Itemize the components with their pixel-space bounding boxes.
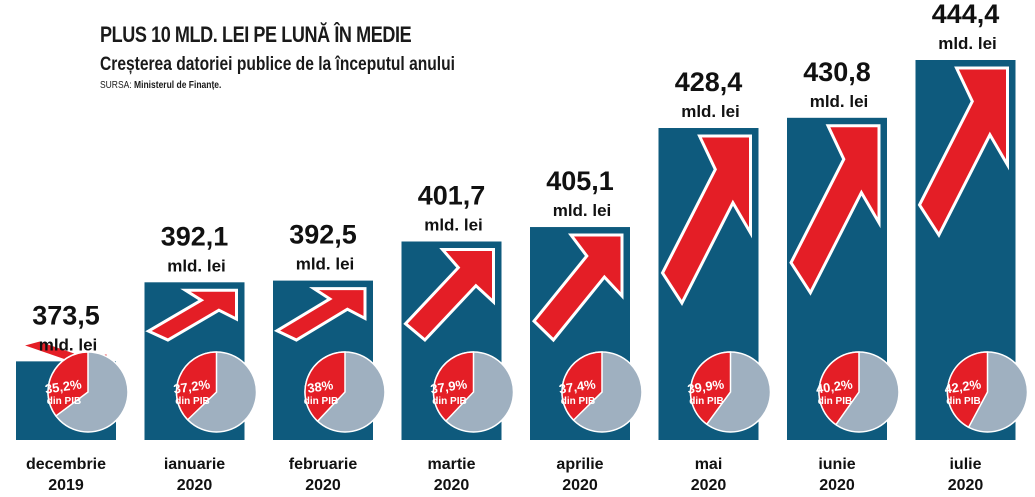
category-year: 2020 (562, 477, 598, 494)
category-month: mai (695, 456, 723, 473)
chart-header: PLUS 10 MLD. LEI PE LUNĂ ÎN MEDIE Crește… (100, 22, 533, 91)
unit-label: mld. lei (167, 256, 226, 275)
pct-suffix-label: din PIB (689, 396, 723, 407)
pie-share (304, 351, 346, 423)
value-label: 444,4 (932, 0, 1000, 29)
category-year: 2019 (48, 477, 84, 494)
value-label: 392,5 (289, 220, 357, 250)
bar-group: 35,2%din PIB 373,5 mld. lei decembrie 2019 (14, 300, 129, 494)
category-year: 2020 (819, 477, 855, 494)
category-month: aprilie (556, 456, 603, 473)
unit-label: mld. lei (810, 92, 869, 111)
value-label: 405,1 (546, 166, 614, 196)
chart-title: PLUS 10 MLD. LEI PE LUNĂ ÎN MEDIE (100, 22, 412, 47)
category-month: iunie (818, 456, 855, 473)
unit-label: mld. lei (938, 34, 997, 53)
bar-group: 42,2%din PIB 444,4 mld. lei iulie 2020 (915, 0, 1029, 494)
category-year: 2020 (305, 477, 341, 494)
arrow-up-icon (917, 66, 1009, 239)
pct-of-gdp-label: 40,2% (815, 377, 854, 397)
category-month: decembrie (26, 456, 106, 473)
pie-share (946, 351, 989, 429)
category-month: februarie (289, 456, 358, 473)
pct-of-gdp-label: 37,9% (429, 377, 468, 397)
pie-share (818, 351, 860, 426)
unit-label: mld. lei (424, 215, 483, 234)
source-label: SURSA: (100, 80, 132, 91)
pct-of-gdp-label: 37,4% (558, 377, 597, 397)
pct-suffix-label: din PIB (175, 396, 209, 407)
value-label: 430,8 (803, 57, 871, 87)
pct-suffix-label: din PIB (818, 396, 852, 407)
bar-group: 37,2%din PIB 392,1 mld. lei ianuarie 2020 (144, 221, 258, 494)
category-month: martie (427, 456, 475, 473)
unit-label: mld. lei (296, 255, 355, 274)
pct-suffix-label: din PIB (561, 396, 595, 407)
category-month: iulie (949, 456, 981, 473)
bar-group: 38%din PIB 392,5 mld. lei februarie 2020 (273, 220, 386, 494)
unit-label: mld. lei (39, 335, 98, 354)
pct-of-gdp-label: 37,2% (172, 377, 211, 397)
unit-label: mld. lei (681, 102, 740, 121)
pct-of-gdp-label: 38% (306, 377, 334, 396)
arrow-up-icon (531, 233, 624, 343)
value-label: 428,4 (675, 67, 743, 97)
chart-subtitle: Creșterea datoriei publice de la început… (100, 54, 455, 75)
pie-share (432, 351, 475, 423)
pct-suffix-label: din PIB (946, 396, 980, 407)
value-label: 401,7 (418, 180, 486, 210)
chart-source: SURSA: Ministerul de Finanțe. (100, 80, 468, 91)
pie-share (561, 351, 603, 422)
arrow-up-icon (403, 248, 495, 343)
unit-label: mld. lei (553, 201, 612, 220)
bar-group: 40,2%din PIB 430,8 mld. lei iunie 2020 (787, 57, 900, 494)
pct-suffix-label: din PIB (47, 396, 81, 407)
source-name: Ministerul de Finanțe. (134, 80, 222, 91)
pie-share (47, 351, 89, 417)
bar-group: 37,4%din PIB 405,1 mld. lei aprilie 2020 (530, 166, 643, 494)
category-year: 2020 (948, 477, 984, 494)
arrow-up-icon (273, 287, 367, 342)
category-year: 2020 (434, 477, 470, 494)
pct-suffix-label: din PIB (432, 396, 466, 407)
category-year: 2020 (177, 477, 213, 494)
category-year: 2020 (691, 477, 727, 494)
arrow-up-icon (145, 288, 238, 342)
category-month: ianuarie (164, 456, 225, 473)
value-label: 392,1 (161, 221, 229, 251)
pct-suffix-label: din PIB (304, 396, 338, 407)
bar-group: 37,9%din PIB 401,7 mld. lei martie 2020 (401, 180, 515, 494)
value-label: 373,5 (32, 300, 100, 330)
pct-of-gdp-label: 39,9% (686, 377, 725, 397)
pct-of-gdp-label: 42,2% (943, 377, 982, 397)
pie-share (689, 351, 732, 426)
arrow-up-icon (789, 124, 881, 296)
bar-group: 39,9%din PIB 428,4 mld. lei mai 2020 (658, 67, 772, 494)
pct-of-gdp-label: 35,2% (44, 377, 83, 397)
pie-share (175, 351, 218, 421)
arrow-up-icon (660, 134, 752, 307)
